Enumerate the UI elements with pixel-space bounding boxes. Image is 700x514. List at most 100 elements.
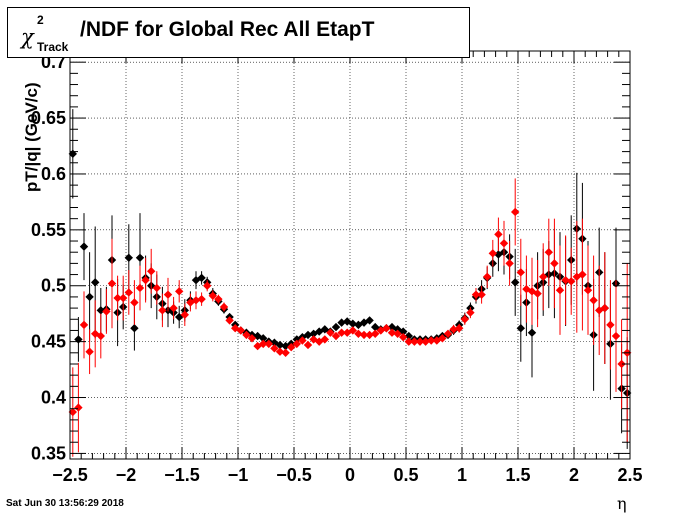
- data-point: [455, 324, 464, 333]
- x-tick-label: 2.5: [617, 465, 642, 485]
- data-point: [331, 331, 341, 341]
- title-subscript: Track: [37, 40, 69, 54]
- data-point: [443, 329, 453, 339]
- data-point: [449, 325, 458, 334]
- data-point: [281, 348, 290, 358]
- data-point: [264, 339, 273, 349]
- data-point: [270, 344, 279, 353]
- data-point: [326, 328, 335, 337]
- data-point: [600, 303, 609, 313]
- data-point: [578, 270, 587, 279]
- data-point: [611, 331, 621, 341]
- y-tick-label: 0.35: [31, 443, 66, 463]
- x-tick-label: 0.5: [393, 465, 418, 485]
- data-point: [555, 286, 565, 295]
- y-tick-label: 0.65: [31, 108, 66, 128]
- data-point: [567, 277, 576, 286]
- data-point: [275, 347, 285, 356]
- data-point: [203, 281, 212, 290]
- data-point: [292, 339, 301, 349]
- data-point: [404, 331, 413, 341]
- data-point: [197, 294, 206, 304]
- data-point: [539, 272, 548, 281]
- data-point: [404, 337, 413, 346]
- chart-title: χ 2 Track /NDF for Global Rec All EtapT: [7, 7, 470, 58]
- data-point: [499, 239, 509, 248]
- data-point: [152, 283, 161, 293]
- data-point: [169, 303, 178, 313]
- data-point: [85, 292, 94, 302]
- x-axis-label: η: [617, 494, 627, 513]
- data-point: [247, 334, 257, 343]
- data-point: [365, 316, 374, 325]
- data-point: [191, 296, 201, 305]
- x-tick-label: −2: [116, 465, 137, 485]
- data-point: [96, 306, 105, 315]
- y-tick-label: 0.6: [41, 164, 66, 184]
- data-point: [102, 307, 111, 316]
- title-chi: χ: [21, 25, 34, 49]
- data-point: [511, 207, 520, 217]
- data-point: [399, 332, 408, 342]
- data-point: [141, 275, 150, 285]
- data-point: [287, 343, 296, 352]
- data-point: [617, 359, 626, 369]
- data-point: [68, 407, 77, 417]
- data-point: [191, 275, 201, 285]
- data-point: [298, 336, 307, 345]
- data-point: [96, 331, 105, 341]
- data-point: [163, 290, 173, 299]
- data-point: [79, 242, 89, 251]
- data-point: [135, 283, 145, 293]
- data-point: [275, 340, 285, 350]
- data-point: [533, 289, 542, 298]
- data-point: [561, 275, 570, 285]
- y-axis-label: pT/|q| (GeV/c): [22, 82, 41, 192]
- data-point: [365, 330, 374, 340]
- data-point: [197, 273, 206, 283]
- data-point: [583, 286, 593, 295]
- data-point: [438, 334, 447, 343]
- x-tick-label: 1: [457, 465, 467, 485]
- data-point: [91, 278, 100, 287]
- data-point: [466, 308, 475, 317]
- data-point: [550, 259, 559, 268]
- data-point: [511, 278, 520, 287]
- x-tick-label: −2.5: [52, 465, 88, 485]
- data-point: [242, 330, 251, 340]
- data-point: [544, 248, 553, 257]
- data-point: [180, 310, 189, 320]
- data-point: [382, 324, 391, 333]
- data-point: [410, 337, 419, 346]
- data-point: [348, 326, 357, 335]
- data-point: [494, 230, 503, 239]
- data-point: [119, 293, 128, 303]
- x-tick-label: −1: [228, 465, 249, 485]
- y-tick-label: 0.5: [41, 276, 66, 296]
- data-point: [589, 296, 598, 305]
- data-point: [208, 291, 217, 300]
- axes: −2.5 −2 −1.5 −1 −0.5 0 0.5 1 1.5 2 2.5 0.35 0.4 0.45 0…: [31, 50, 643, 485]
- data-point: [225, 316, 234, 325]
- data-point: [359, 330, 369, 340]
- data-point: [483, 272, 492, 281]
- data-point: [219, 302, 229, 312]
- data-point: [85, 347, 94, 356]
- data-point: [331, 322, 341, 332]
- data-point: [147, 267, 156, 276]
- data-point: [387, 328, 397, 337]
- data-point: [135, 253, 145, 262]
- data-point: [477, 290, 486, 299]
- data-point: [393, 329, 402, 339]
- data-point: [107, 279, 117, 288]
- x-tick-label: −0.5: [276, 465, 312, 485]
- data-point: [214, 294, 223, 304]
- y-tick-label: 0.55: [31, 220, 66, 240]
- data-point: [606, 320, 615, 330]
- x-tick-label: 1.5: [505, 465, 530, 485]
- data-point: [354, 329, 363, 339]
- x-tick-label: −1.5: [164, 465, 200, 485]
- data-point: [79, 320, 89, 330]
- data-point: [303, 330, 313, 340]
